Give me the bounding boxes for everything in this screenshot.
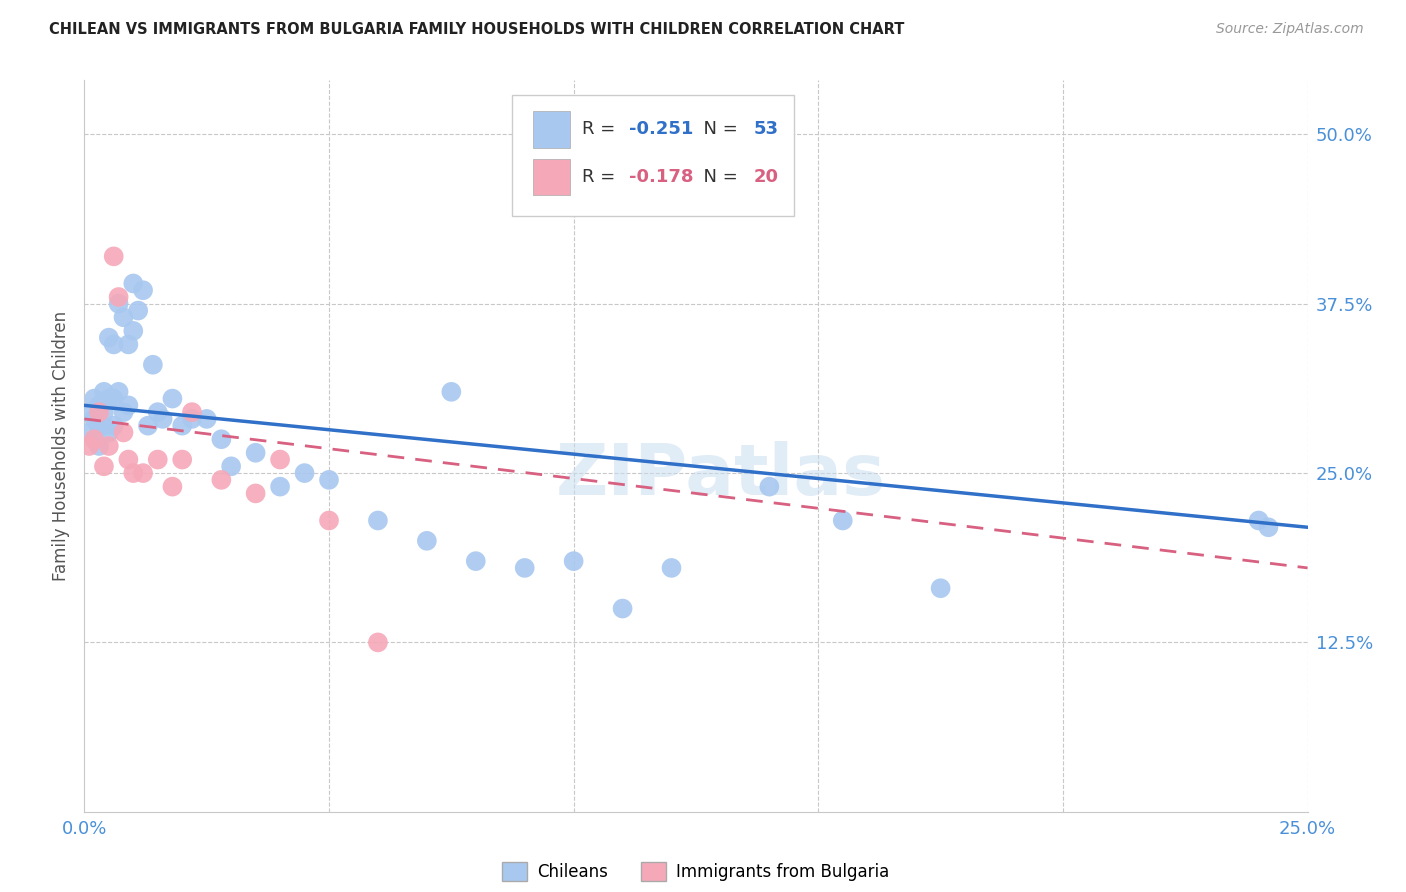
Point: [122, 324, 145, 338]
Point: [112, 405, 135, 419]
Text: -0.251: -0.251: [628, 120, 693, 138]
Point: [318, 514, 340, 528]
Point: [367, 514, 389, 528]
Point: [209, 473, 232, 487]
Point: [136, 418, 159, 433]
Point: [245, 486, 267, 500]
Text: R =: R =: [582, 168, 621, 186]
Point: [181, 405, 204, 419]
Point: [318, 473, 340, 487]
Point: [269, 480, 291, 494]
Point: [122, 277, 145, 291]
Point: [77, 405, 100, 419]
Point: [103, 337, 125, 351]
Point: [172, 418, 194, 433]
Point: [195, 412, 218, 426]
Point: [107, 384, 129, 399]
Point: [172, 452, 194, 467]
Point: [77, 425, 100, 440]
Point: [112, 310, 135, 325]
Text: R =: R =: [582, 120, 621, 138]
Y-axis label: Family Households with Children: Family Households with Children: [52, 311, 70, 581]
Point: [83, 432, 105, 446]
Point: [103, 418, 125, 433]
Point: [562, 554, 585, 568]
Point: [97, 392, 120, 406]
Point: [269, 452, 291, 467]
Text: ZIPatlas: ZIPatlas: [555, 441, 886, 509]
Point: [117, 337, 139, 351]
Point: [162, 480, 184, 494]
Point: [97, 425, 120, 440]
Text: N =: N =: [692, 168, 744, 186]
Legend: Chileans, Immigrants from Bulgaria: Chileans, Immigrants from Bulgaria: [495, 855, 897, 888]
Text: 53: 53: [754, 120, 779, 138]
Point: [146, 405, 169, 419]
FancyBboxPatch shape: [513, 95, 794, 216]
Point: [1257, 520, 1279, 534]
Point: [77, 439, 100, 453]
Text: -0.178: -0.178: [628, 168, 693, 186]
Point: [758, 480, 780, 494]
Point: [117, 452, 139, 467]
Point: [87, 439, 110, 453]
Point: [93, 418, 115, 433]
Point: [661, 561, 683, 575]
Point: [93, 384, 115, 399]
Point: [122, 466, 145, 480]
FancyBboxPatch shape: [533, 111, 569, 147]
Point: [103, 392, 125, 406]
Text: N =: N =: [692, 120, 744, 138]
Point: [87, 405, 110, 419]
Point: [162, 392, 184, 406]
Point: [831, 514, 853, 528]
Point: [146, 452, 169, 467]
Point: [209, 432, 232, 446]
Point: [294, 466, 316, 480]
Point: [83, 392, 105, 406]
Point: [97, 439, 120, 453]
Point: [93, 405, 115, 419]
Point: [612, 601, 634, 615]
Point: [132, 283, 155, 297]
Point: [181, 412, 204, 426]
Point: [513, 561, 536, 575]
Point: [87, 418, 110, 433]
Point: [1247, 514, 1270, 528]
Point: [142, 358, 165, 372]
Point: [107, 290, 129, 304]
Point: [93, 459, 115, 474]
Text: 20: 20: [754, 168, 779, 186]
FancyBboxPatch shape: [533, 159, 569, 195]
Point: [245, 446, 267, 460]
Point: [87, 398, 110, 412]
Point: [117, 398, 139, 412]
Text: Source: ZipAtlas.com: Source: ZipAtlas.com: [1216, 22, 1364, 37]
Point: [929, 581, 952, 595]
Text: CHILEAN VS IMMIGRANTS FROM BULGARIA FAMILY HOUSEHOLDS WITH CHILDREN CORRELATION : CHILEAN VS IMMIGRANTS FROM BULGARIA FAMI…: [49, 22, 904, 37]
Point: [440, 384, 463, 399]
Point: [416, 533, 439, 548]
Point: [97, 331, 120, 345]
Point: [112, 425, 135, 440]
Point: [103, 249, 125, 263]
Point: [464, 554, 486, 568]
Point: [132, 466, 155, 480]
Point: [127, 303, 149, 318]
Point: [83, 412, 105, 426]
Point: [367, 635, 389, 649]
Point: [152, 412, 174, 426]
Point: [219, 459, 242, 474]
Point: [107, 297, 129, 311]
